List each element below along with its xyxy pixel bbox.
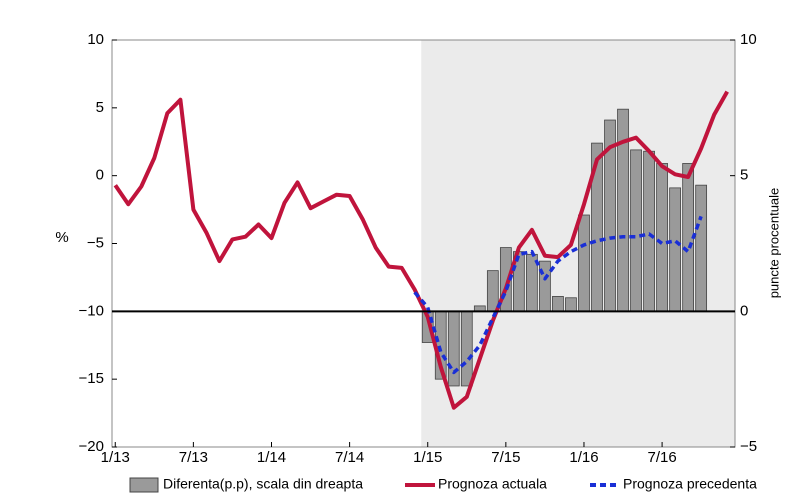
- line-series: [413, 215, 703, 375]
- y-tick-label: −20: [79, 438, 104, 455]
- x-tick-label: 7/13: [179, 449, 208, 466]
- x-tick-label: 7/15: [491, 449, 520, 466]
- bar: [565, 297, 577, 312]
- bar: [578, 214, 590, 312]
- x-tick-label: 1/16: [569, 449, 598, 466]
- bar: [695, 184, 708, 312]
- x-tick-label: 7/14: [335, 449, 364, 466]
- y2-tick-label: 5: [740, 167, 748, 184]
- bar: [486, 270, 499, 312]
- legend-label: Diferenta(p.p), scala din dreapta: [163, 476, 363, 492]
- y-tick-label: −15: [79, 370, 104, 387]
- y-tick-label: 0: [96, 167, 104, 184]
- x-tick-label: 1/13: [101, 449, 130, 466]
- x-tick-label: 7/16: [647, 449, 676, 466]
- y-tick-label: 10: [87, 31, 104, 48]
- bar: [630, 149, 642, 312]
- y2-tick-label: 10: [740, 31, 757, 48]
- bar: [552, 296, 564, 312]
- bar: [447, 310, 460, 387]
- legend-label: Prognoza precedenta: [623, 476, 757, 492]
- y-tick-label: 5: [96, 99, 104, 116]
- x-tick-label: 1/14: [257, 449, 286, 466]
- x-tick-label: 1/15: [413, 449, 442, 466]
- y2-axis-label: puncte procentuale: [766, 188, 781, 299]
- y-tick-label: −5: [87, 234, 104, 251]
- legend-label: Prognoza actuala: [438, 476, 547, 492]
- bar: [643, 150, 655, 312]
- line-series: [113, 90, 729, 410]
- y2-tick-label: 0: [740, 302, 748, 319]
- y-axis-label: %: [55, 229, 68, 246]
- bar: [460, 310, 473, 387]
- y-tick-label: −10: [79, 302, 104, 319]
- bar: [669, 187, 681, 312]
- y2-tick-label: −5: [740, 438, 757, 455]
- legend-swatch: [129, 477, 159, 493]
- bar: [656, 163, 668, 312]
